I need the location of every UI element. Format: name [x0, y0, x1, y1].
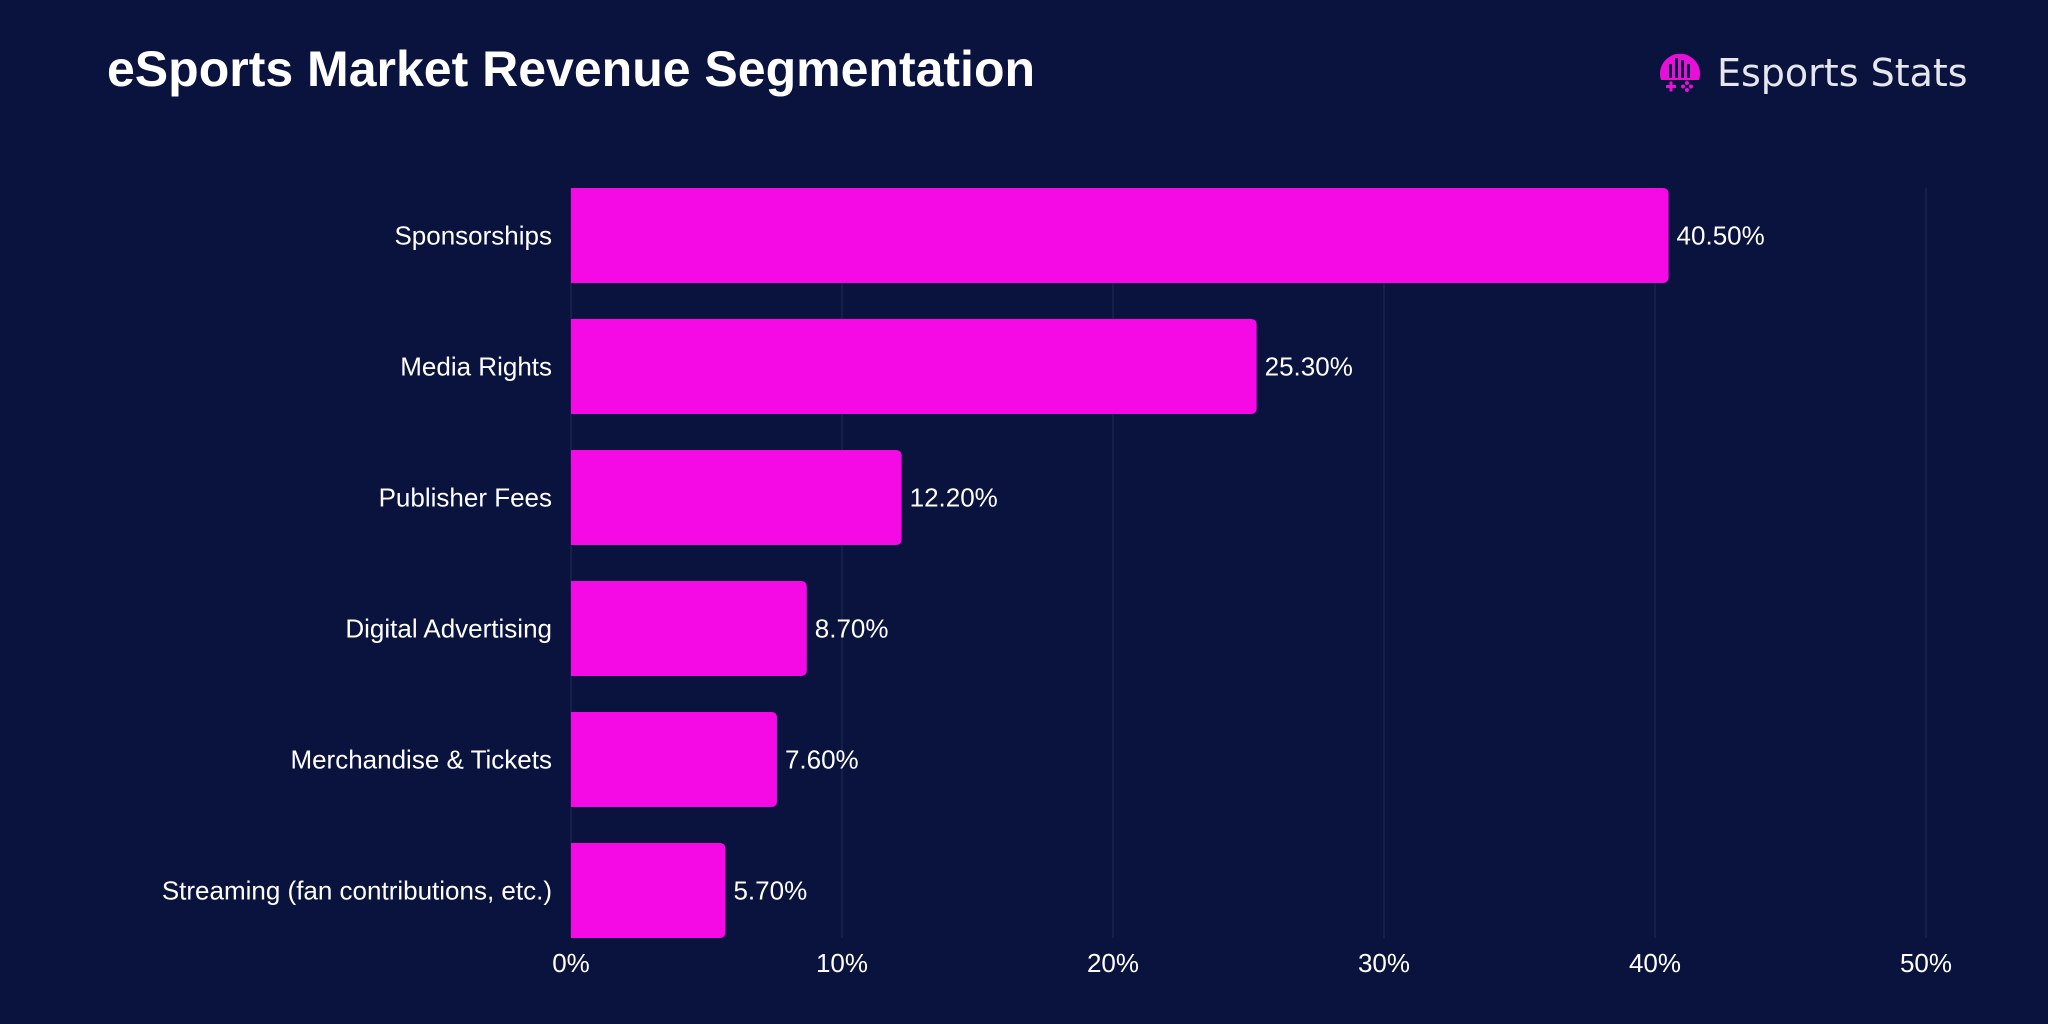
x-tick-label: 20%: [1087, 948, 1139, 978]
data-label: 12.20%: [910, 483, 998, 513]
x-tick-label: 10%: [816, 948, 868, 978]
x-tick-label: 30%: [1358, 948, 1410, 978]
data-label: 7.60%: [785, 745, 859, 775]
data-label: 25.30%: [1265, 352, 1353, 382]
category-label: Merchandise & Tickets: [290, 745, 552, 775]
data-label: 40.50%: [1677, 221, 1765, 251]
bar: [571, 188, 1669, 283]
x-tick-label: 0%: [552, 948, 590, 978]
gamepad-chart-icon: [1660, 53, 1700, 92]
data-label: 5.70%: [733, 876, 807, 906]
x-tick-label: 40%: [1629, 948, 1681, 978]
bar: [571, 843, 726, 938]
brand-name: Esports Stats: [1717, 51, 1968, 95]
bar: [571, 581, 807, 676]
brand-logo: Esports Stats: [1657, 50, 1968, 96]
bar: [571, 450, 902, 545]
category-label: Media Rights: [400, 352, 552, 382]
data-label: 8.70%: [815, 614, 889, 644]
category-label: Digital Advertising: [345, 614, 552, 644]
category-label: Streaming (fan contributions, etc.): [162, 876, 552, 906]
chart-title: eSports Market Revenue Segmentation: [107, 41, 1036, 97]
bar: [571, 712, 777, 807]
category-label: Sponsorships: [394, 221, 552, 251]
bar: [571, 319, 1257, 414]
x-tick-label: 50%: [1900, 948, 1952, 978]
category-label: Publisher Fees: [379, 483, 552, 513]
